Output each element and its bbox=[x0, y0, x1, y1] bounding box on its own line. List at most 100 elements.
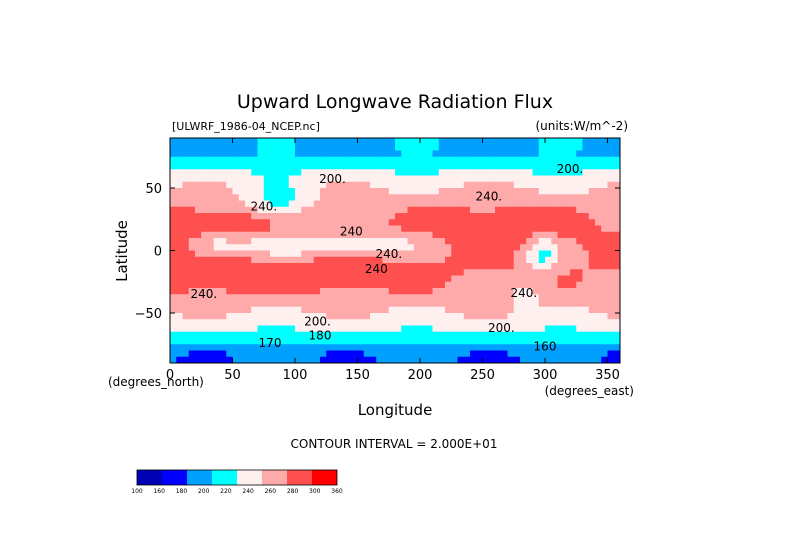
heatmap-cell bbox=[520, 138, 527, 145]
heatmap-cell bbox=[220, 150, 227, 158]
heatmap-cell bbox=[226, 269, 233, 276]
heatmap-cell bbox=[607, 169, 615, 176]
heatmap-cell bbox=[476, 325, 483, 333]
heatmap-cell bbox=[288, 206, 296, 214]
heatmap-cell bbox=[551, 294, 558, 301]
heatmap-cell bbox=[245, 306, 252, 314]
heatmap-cell bbox=[382, 231, 390, 239]
heatmap-cell bbox=[338, 150, 346, 158]
heatmap-cell bbox=[295, 275, 302, 283]
heatmap-cell bbox=[582, 206, 590, 214]
heatmap-cell bbox=[288, 238, 296, 245]
heatmap-cell bbox=[601, 150, 608, 158]
heatmap-cell bbox=[201, 325, 208, 333]
heatmap-cell bbox=[370, 256, 377, 264]
heatmap-cell bbox=[388, 356, 396, 363]
heatmap-cell bbox=[326, 325, 333, 333]
heatmap-cell bbox=[301, 194, 308, 201]
heatmap-cell bbox=[557, 319, 565, 326]
heatmap-cell bbox=[438, 144, 446, 151]
heatmap-cell bbox=[207, 344, 215, 351]
heatmap-cell bbox=[220, 281, 227, 289]
heatmap-cell bbox=[338, 338, 346, 345]
heatmap-cell bbox=[376, 344, 383, 351]
heatmap-cell bbox=[538, 150, 546, 158]
heatmap-cell bbox=[551, 169, 558, 176]
heatmap-cell bbox=[245, 294, 252, 301]
heatmap-cell bbox=[470, 319, 477, 326]
heatmap-cell bbox=[313, 206, 321, 214]
heatmap-cell bbox=[513, 306, 521, 314]
heatmap-cell bbox=[295, 169, 302, 176]
heatmap-cell bbox=[207, 163, 215, 170]
heatmap-cell bbox=[301, 150, 308, 158]
heatmap-cell bbox=[357, 281, 365, 289]
heatmap-cell bbox=[607, 163, 615, 170]
heatmap-cell bbox=[445, 206, 452, 214]
heatmap-cell bbox=[326, 344, 333, 351]
heatmap-cell bbox=[570, 175, 577, 183]
heatmap-cell bbox=[557, 275, 565, 283]
heatmap-cell bbox=[320, 331, 327, 339]
heatmap-cell bbox=[420, 356, 427, 363]
heatmap-cell bbox=[488, 163, 496, 170]
heatmap-cell bbox=[195, 269, 202, 276]
heatmap-cell bbox=[201, 219, 208, 226]
heatmap-cell bbox=[201, 150, 208, 158]
heatmap-cell bbox=[282, 256, 290, 264]
heatmap-cell bbox=[576, 319, 583, 326]
heatmap-cell bbox=[395, 238, 402, 245]
heatmap-cell bbox=[207, 225, 215, 233]
heatmap-cell bbox=[220, 225, 227, 233]
heatmap-cell bbox=[463, 319, 471, 326]
heatmap-cell bbox=[188, 294, 196, 301]
heatmap-cell bbox=[332, 200, 340, 208]
heatmap-cell bbox=[451, 144, 458, 151]
heatmap-cell bbox=[426, 269, 433, 276]
heatmap-cell bbox=[376, 181, 383, 189]
heatmap-cell bbox=[488, 238, 496, 245]
heatmap-cell bbox=[588, 294, 596, 301]
heatmap-cell bbox=[257, 281, 265, 289]
heatmap-cell bbox=[295, 325, 302, 333]
heatmap-cell bbox=[513, 144, 521, 151]
heatmap-cell bbox=[238, 169, 246, 176]
contour-label: 160 bbox=[534, 340, 557, 354]
heatmap-cell bbox=[232, 188, 240, 195]
heatmap-cell bbox=[276, 225, 283, 233]
heatmap-cell bbox=[207, 181, 215, 189]
heatmap-cell bbox=[263, 356, 271, 363]
y-tick-label: 0 bbox=[154, 245, 162, 260]
heatmap-cell bbox=[413, 188, 421, 195]
heatmap-cell bbox=[576, 350, 583, 358]
heatmap-cell bbox=[351, 275, 358, 283]
heatmap-cell bbox=[220, 356, 227, 363]
heatmap-cell bbox=[176, 244, 183, 251]
heatmap-cell bbox=[426, 344, 433, 351]
heatmap-cell bbox=[507, 356, 515, 363]
y-axis-label: Latitude bbox=[113, 220, 131, 282]
heatmap-cell bbox=[395, 206, 402, 214]
heatmap-cell bbox=[376, 213, 383, 220]
heatmap-cell bbox=[170, 206, 177, 214]
heatmap-cell bbox=[251, 169, 258, 176]
heatmap-cell bbox=[182, 256, 190, 264]
heatmap-cell bbox=[607, 231, 615, 239]
heatmap-cell bbox=[170, 163, 177, 170]
heatmap-cell bbox=[438, 188, 446, 195]
heatmap-cell bbox=[201, 138, 208, 145]
heatmap-cell bbox=[382, 288, 390, 295]
heatmap-cell bbox=[588, 288, 596, 295]
heatmap-cell bbox=[213, 225, 221, 233]
heatmap-cell bbox=[188, 175, 196, 183]
heatmap-cell bbox=[395, 263, 402, 270]
heatmap-cell bbox=[201, 331, 208, 339]
heatmap-cell bbox=[482, 213, 490, 220]
heatmap-cell bbox=[276, 138, 283, 145]
heatmap-cell bbox=[551, 300, 558, 308]
heatmap-cell bbox=[338, 138, 346, 145]
heatmap-cell bbox=[432, 200, 440, 208]
heatmap-cell bbox=[438, 194, 446, 201]
heatmap-cell bbox=[326, 225, 333, 233]
heatmap-cell bbox=[413, 356, 421, 363]
